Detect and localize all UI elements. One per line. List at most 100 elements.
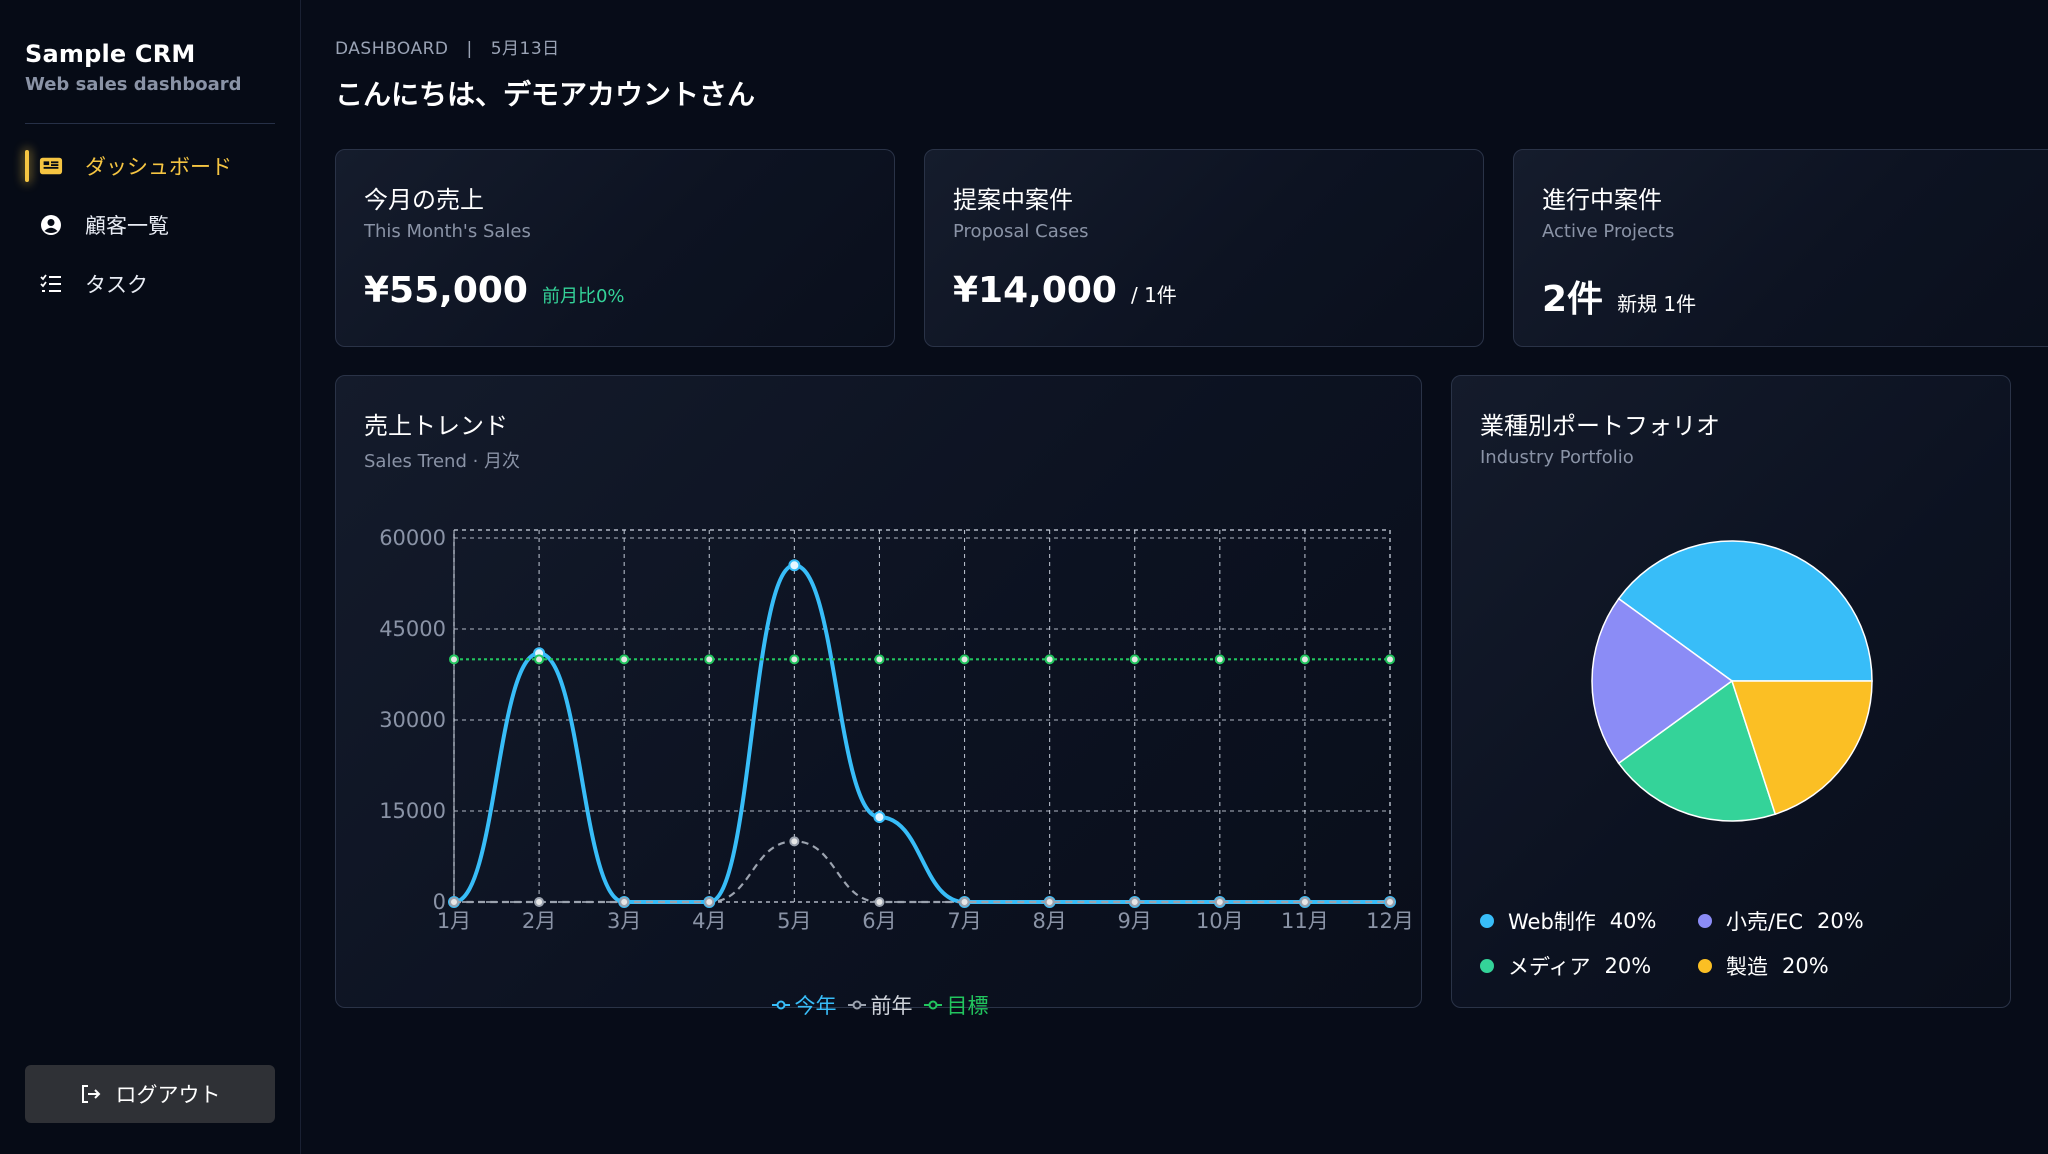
data-point <box>1385 897 1395 907</box>
data-point <box>534 897 545 907</box>
data-point <box>1214 897 1225 907</box>
legend-pct: 20% <box>1604 954 1652 978</box>
legend-label: Web制作 <box>1508 910 1596 934</box>
pie-slice[interactable] <box>1617 540 1873 682</box>
card-change-badge: 前月比0% <box>541 286 625 307</box>
data-point <box>449 897 459 907</box>
charts-row: 売上トレンド Sales Trend · 月次 0 15000 30000 45000… <box>335 375 2048 1018</box>
industry-portfolio-panel: 業種別ポートフォリオ Industry Portfolio Web制作 40% … <box>1451 375 2011 1008</box>
card-count: / 1件 <box>1130 283 1177 307</box>
breadcrumb: DASHBOARD | 5月13日 <box>335 34 2048 59</box>
data-point <box>873 811 886 824</box>
sidebar-item-label: 顧客一覧 <box>85 214 169 238</box>
data-point <box>789 836 800 847</box>
legend-swatch <box>847 1000 866 1010</box>
logout-label: ログアウト <box>115 1083 221 1107</box>
legend-item[interactable]: 前年 <box>847 990 913 1020</box>
card-subtitle: This Month's Sales <box>364 221 531 242</box>
sidebar-item-customers[interactable]: 顧客一覧 <box>25 205 275 245</box>
card-title: 今月の売上 <box>364 186 484 214</box>
logout-icon <box>80 1084 102 1104</box>
page-title: こんにちは、デモアカウントさん <box>335 78 756 111</box>
card-subtitle: Proposal Cases <box>953 221 1089 242</box>
pie-legend-item: 小売/EC 20% <box>1698 906 1916 936</box>
y-tick-label: 15000 <box>379 799 446 823</box>
y-tick-label: 0 <box>433 890 446 914</box>
x-tick-label: 1月 <box>437 909 471 933</box>
legend-dot <box>1698 959 1712 973</box>
sidebar-nav: ダッシュボード 顧客一覧 <box>25 146 275 304</box>
pie-legend-item: 製造 20% <box>1698 951 1916 981</box>
logout-button[interactable]: ログアウト <box>25 1065 275 1123</box>
panel-title: 売上トレンド <box>364 412 508 440</box>
data-point <box>1299 654 1310 665</box>
panel-subtitle: Sales Trend · 月次 <box>364 451 521 472</box>
kpi-card-sales: 今月の売上 This Month's Sales ¥55,000 前月比0% <box>335 149 895 347</box>
data-point <box>789 654 800 665</box>
panel-title: 業種別ポートフォリオ <box>1480 412 1720 440</box>
sidebar-item-label: ダッシュボード <box>85 155 232 179</box>
pie-slice[interactable] <box>1591 597 1734 765</box>
y-tick-label: 60000 <box>379 526 446 550</box>
legend-item[interactable]: 目標 <box>923 990 989 1020</box>
data-point <box>1129 897 1140 907</box>
sidebar-item-tasks[interactable]: タスク <box>25 264 275 304</box>
sidebar: Sample CRM Web sales dashboard ダッシュボード <box>0 0 301 1154</box>
card-title: 提案中案件 <box>953 186 1073 214</box>
card-value-row: ¥14,000 / 1件 <box>953 270 1455 311</box>
pie-slice[interactable] <box>1617 679 1777 822</box>
x-tick-label: 12月 <box>1366 909 1414 933</box>
legend-dot <box>1698 914 1712 928</box>
legend-dot <box>1480 914 1494 928</box>
data-point <box>619 897 630 907</box>
legend-label: 目標 <box>946 994 989 1018</box>
series-line <box>453 563 1390 905</box>
pie-slice[interactable] <box>1730 680 1873 816</box>
legend-pct: 40% <box>1609 909 1657 933</box>
legend-label: 前年 <box>870 994 913 1018</box>
data-point <box>959 654 970 665</box>
x-tick-label: 5月 <box>777 909 811 933</box>
data-point <box>874 654 885 665</box>
x-tick-label: 4月 <box>692 909 726 933</box>
chart-legend: 今年 前年 目標 <box>336 990 1423 1020</box>
card-value-row: ¥55,000 前月比0% <box>364 270 866 311</box>
sidebar-item-dashboard[interactable]: ダッシュボード <box>25 146 275 186</box>
x-tick-label: 8月 <box>1032 909 1066 933</box>
data-point <box>704 654 715 665</box>
brand-title: Sample CRM <box>25 40 196 68</box>
y-tick-label: 30000 <box>379 708 446 732</box>
pie-legend-row-1: Web制作 40% 小売/EC 20% <box>1480 906 1990 936</box>
pie-legend-item: Web制作 40% <box>1480 906 1698 936</box>
x-tick-label: 7月 <box>947 909 981 933</box>
x-tick-label: 9月 <box>1118 909 1152 933</box>
legend-swatch <box>923 1000 942 1010</box>
data-point <box>619 654 630 665</box>
data-point <box>1044 654 1055 665</box>
x-tick-label: 11月 <box>1281 909 1329 933</box>
card-value-row: 2件 新規 1件 <box>1542 270 2044 322</box>
legend-pct: 20% <box>1817 909 1864 933</box>
card-title: 進行中案件 <box>1542 186 1662 214</box>
task-list-icon <box>39 272 63 296</box>
kpi-cards: 今月の売上 This Month's Sales ¥55,000 前月比0% 提… <box>335 149 2048 347</box>
data-point <box>534 654 545 665</box>
card-value: ¥14,000 <box>953 270 1117 311</box>
sidebar-divider <box>25 123 275 124</box>
legend-label: 今年 <box>794 994 837 1018</box>
card-value: 2件 <box>1542 279 1604 320</box>
legend-label: メディア <box>1508 955 1591 979</box>
x-tick-label: 3月 <box>607 909 641 933</box>
legend-swatch <box>771 1000 790 1010</box>
panel-subtitle: Industry Portfolio <box>1480 447 1634 468</box>
x-tick-label: 2月 <box>522 909 556 933</box>
card-subtitle: Active Projects <box>1542 221 1675 242</box>
sidebar-item-label: タスク <box>85 273 148 297</box>
sales-trend-chart: 0 15000 30000 45000 60000 1月 2月 3月 4月 5月 6月 7月 8月 9月 1… <box>379 526 1414 933</box>
industry-pie-chart <box>1591 540 1873 822</box>
kpi-card-active-projects: 進行中案件 Active Projects 2件 新規 1件 <box>1513 149 2048 347</box>
legend-item[interactable]: 今年 <box>771 990 837 1020</box>
data-point <box>959 897 970 907</box>
breadcrumb-date: 5月13日 <box>490 39 560 59</box>
